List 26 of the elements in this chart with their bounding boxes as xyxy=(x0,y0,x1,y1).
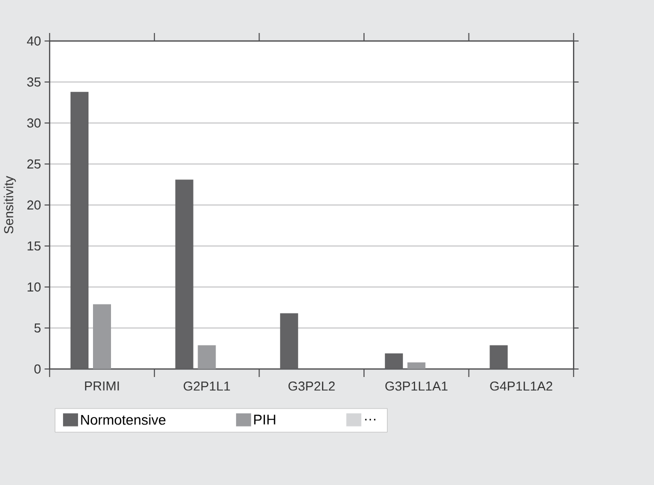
bar xyxy=(175,180,194,369)
x-tick-label: G4P1L1A2 xyxy=(490,382,552,391)
y-tick-label: 5 xyxy=(34,323,41,333)
bar xyxy=(384,353,403,369)
bar xyxy=(280,313,298,369)
y-tick-label: 10 xyxy=(28,282,41,292)
x-tick-label: G2P1L1 xyxy=(184,382,230,391)
y-tick-label: 0 xyxy=(34,364,41,374)
bar xyxy=(70,92,89,369)
y-axis-title: Sensitivity xyxy=(4,176,16,234)
y-tick-label: 30 xyxy=(27,118,41,128)
y-tick-label: 20 xyxy=(27,200,41,210)
bar xyxy=(407,362,426,369)
x-tick-label: G3P2L2 xyxy=(288,382,335,391)
bar xyxy=(198,345,216,369)
y-tick-label: 25 xyxy=(27,159,41,169)
bar xyxy=(490,345,508,369)
bar xyxy=(93,304,112,369)
legend-label: Normotensive xyxy=(81,414,166,425)
legend-label: … xyxy=(365,418,376,420)
x-tick-label: PRIMI xyxy=(85,382,119,390)
x-tick-label: G3P1L1A1 xyxy=(385,382,448,391)
legend-label: PIH xyxy=(254,414,276,424)
y-tick-label: 35 xyxy=(27,77,41,87)
y-tick-label: 40 xyxy=(26,36,41,46)
y-tick-label: 15 xyxy=(28,241,41,251)
